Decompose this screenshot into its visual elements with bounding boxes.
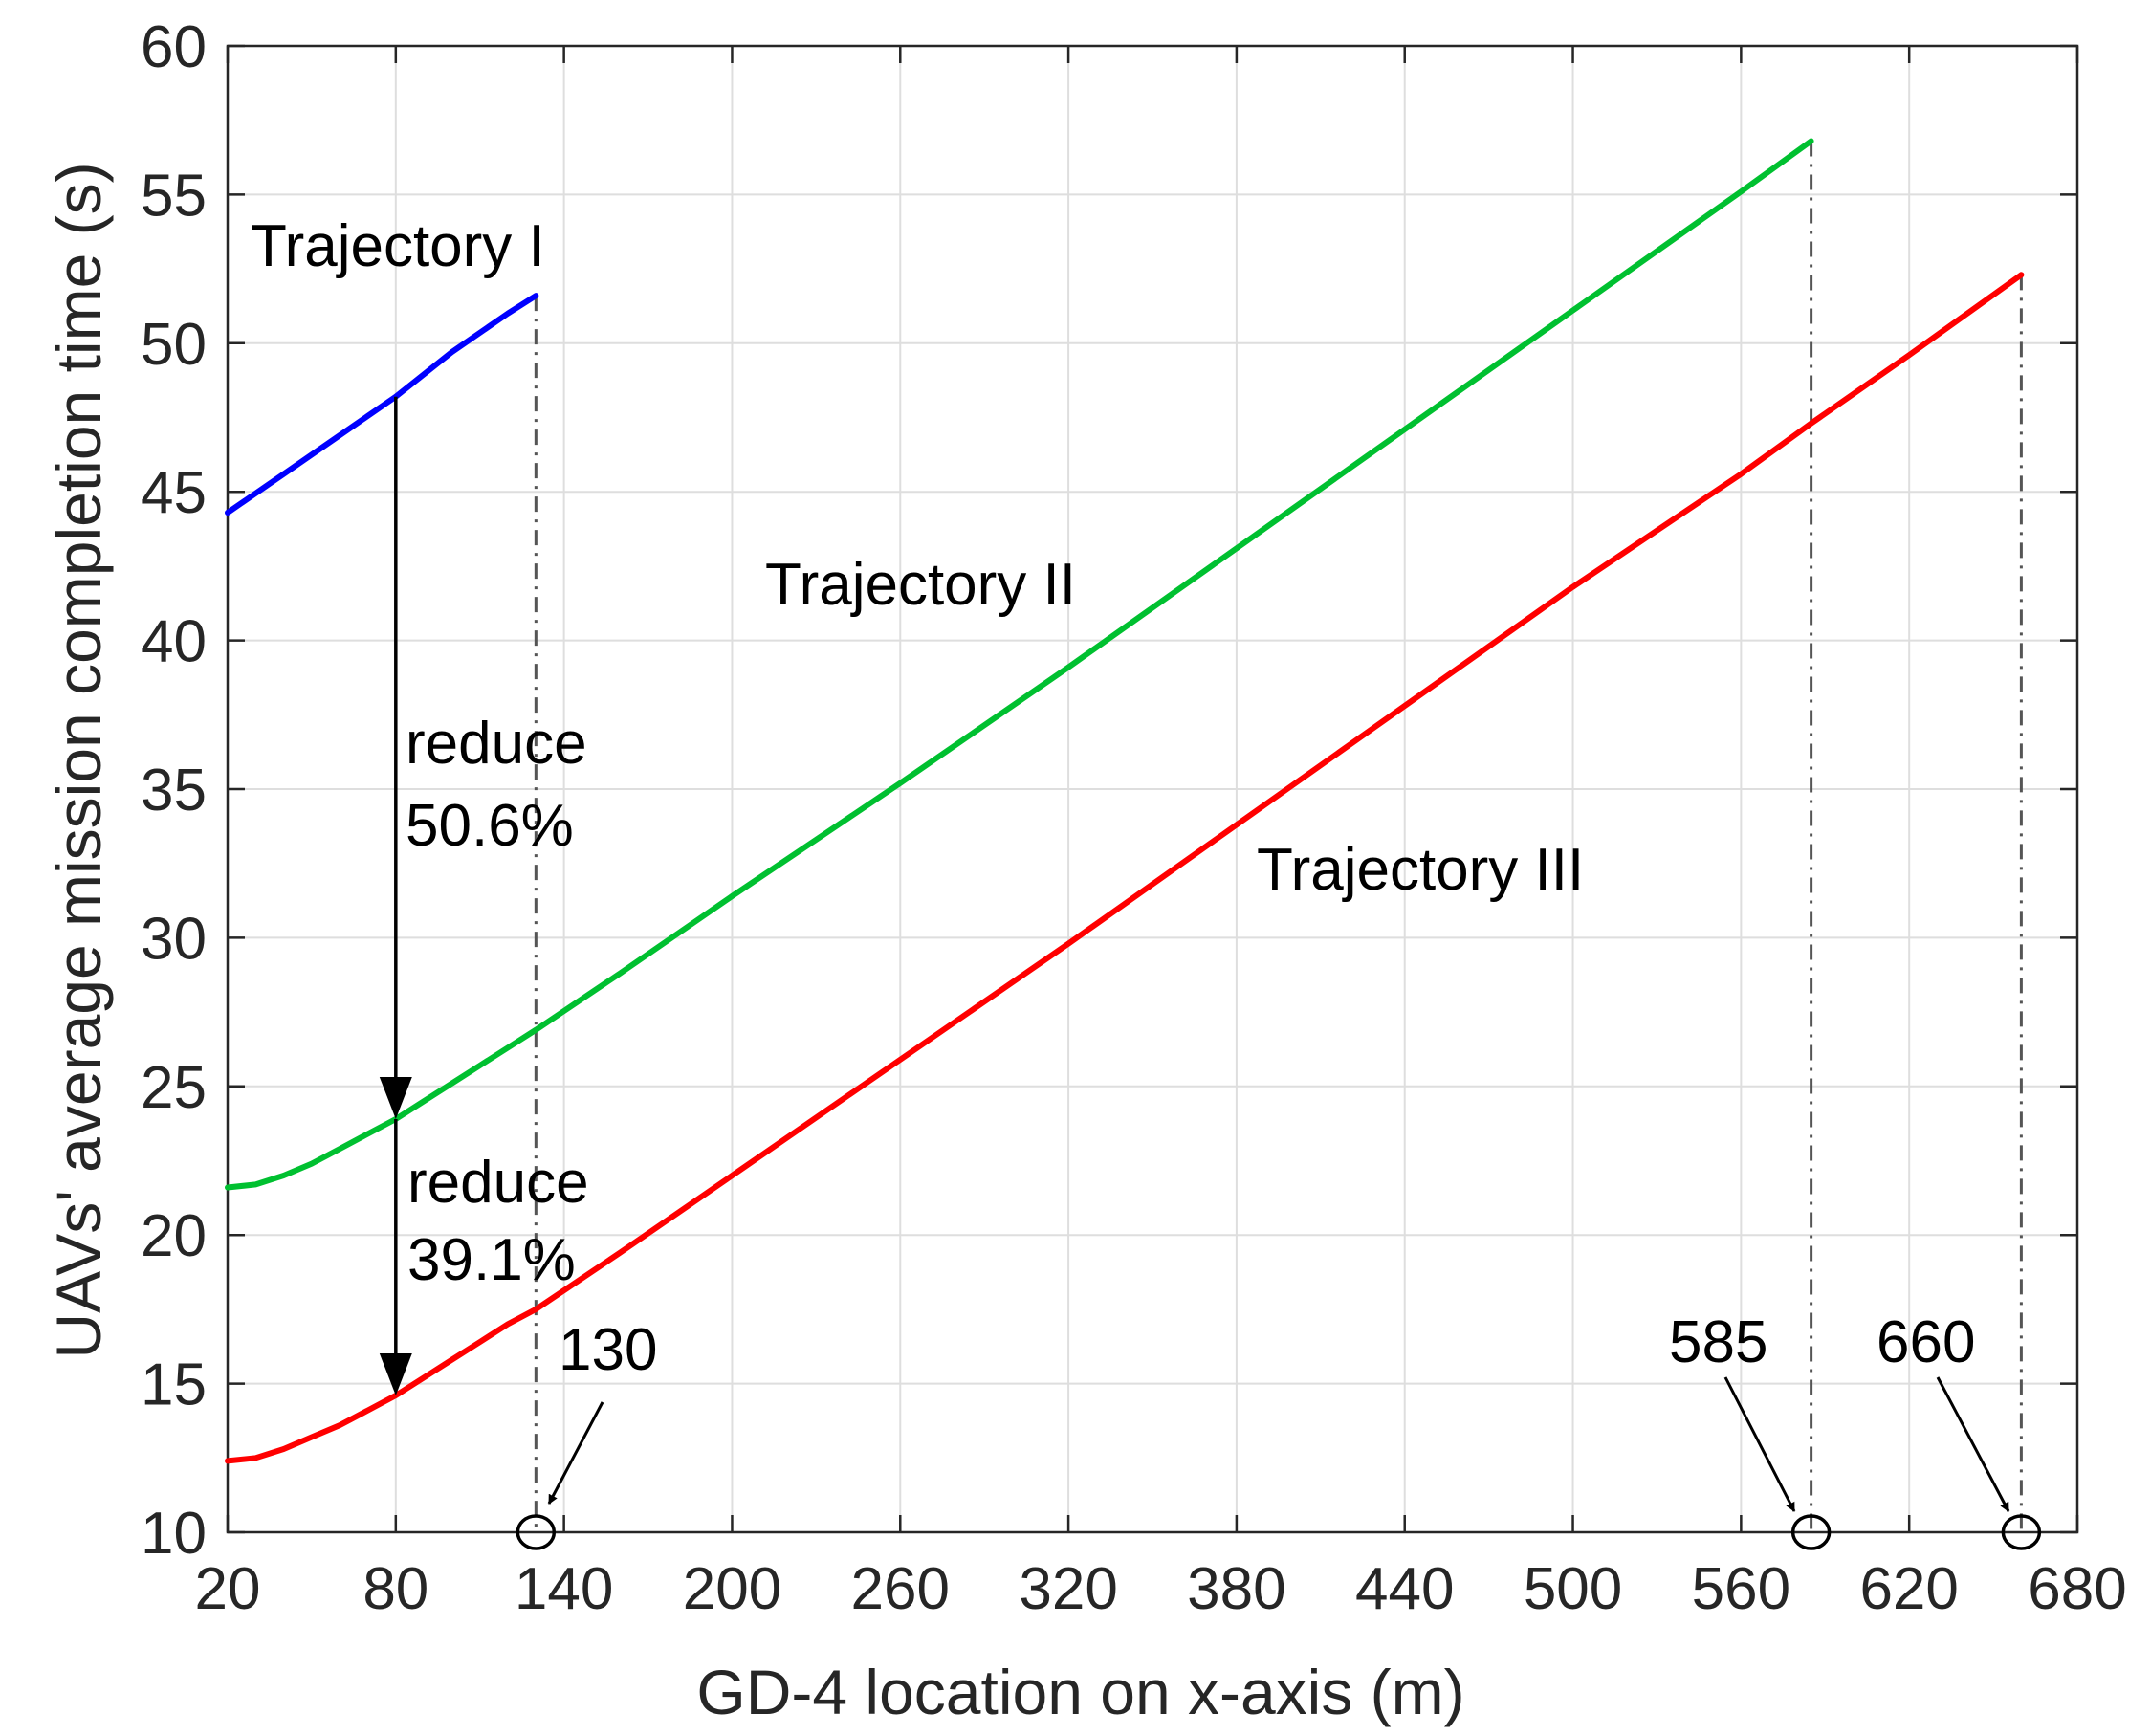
x-tick-label: 20 bbox=[195, 1556, 261, 1622]
trajectory-2-label: Trajectory II bbox=[765, 552, 1076, 618]
y-tick-label: 10 bbox=[141, 1501, 207, 1567]
y-tick-label: 25 bbox=[141, 1055, 207, 1121]
x-tick-label: 200 bbox=[683, 1556, 781, 1622]
circle-marker bbox=[1790, 1514, 1832, 1550]
x-tick-label: 380 bbox=[1187, 1556, 1285, 1622]
x-tick-label: 560 bbox=[1692, 1556, 1790, 1622]
reduction-arrowhead-2 bbox=[379, 1353, 412, 1396]
reduce-2-word: reduce bbox=[407, 1150, 589, 1216]
x-axis-label: GD-4 location on x-axis (m) bbox=[696, 1657, 1464, 1727]
markers-group bbox=[516, 1514, 2042, 1550]
pointer-arrow-585 bbox=[1723, 1376, 1796, 1512]
x-tick-label: 260 bbox=[851, 1556, 950, 1622]
series-group bbox=[225, 138, 2025, 1464]
axes bbox=[226, 44, 2079, 1534]
y-tick-label: 50 bbox=[141, 312, 207, 378]
y-tick-label: 55 bbox=[141, 163, 207, 229]
circle-marker bbox=[2001, 1514, 2042, 1550]
x-tick-label: 680 bbox=[2028, 1556, 2126, 1622]
reduce-1-word: reduce bbox=[406, 711, 587, 777]
pointer-arrow-660 bbox=[1936, 1376, 2010, 1512]
y-tick-label: 35 bbox=[141, 758, 207, 824]
guide-lines bbox=[534, 141, 2023, 1532]
marker-660-label: 660 bbox=[1877, 1309, 1975, 1375]
arrows-group bbox=[379, 396, 412, 1396]
y-tick-label: 60 bbox=[141, 14, 207, 80]
y-tick-label: 40 bbox=[141, 609, 207, 675]
marker-585-label: 585 bbox=[1669, 1309, 1767, 1375]
x-tick-label: 320 bbox=[1019, 1556, 1117, 1622]
x-tick-label: 80 bbox=[362, 1556, 428, 1622]
y-tick-label: 20 bbox=[141, 1203, 207, 1269]
trajectory-3-label: Trajectory III bbox=[1257, 837, 1584, 903]
y-axis-label: UAVs' average mission completion time (s… bbox=[43, 162, 114, 1358]
series-line-1 bbox=[225, 293, 539, 516]
trajectory-1-label: Trajectory I bbox=[251, 213, 545, 279]
marker-130-label: 130 bbox=[559, 1317, 657, 1383]
reduce-2-percent: 39.1% bbox=[407, 1227, 576, 1293]
reduce-1-percent: 50.6% bbox=[406, 793, 574, 859]
x-tick-label: 440 bbox=[1355, 1556, 1454, 1622]
x-tick-label: 620 bbox=[1859, 1556, 1958, 1622]
series-line-2 bbox=[225, 138, 1814, 1191]
reduction-arrowhead-1 bbox=[379, 1076, 412, 1119]
pointer-arrow-130 bbox=[547, 1401, 604, 1505]
series-line-3 bbox=[225, 272, 2025, 1464]
x-tick-label: 140 bbox=[515, 1556, 613, 1622]
x-tick-label: 500 bbox=[1524, 1556, 1622, 1622]
y-tick-label: 45 bbox=[141, 460, 207, 526]
y-tick-label: 30 bbox=[141, 906, 207, 972]
y-tick-label: 15 bbox=[141, 1352, 207, 1418]
tick-labels: 20 80 140 200 260 320 380 440 500 560 620 680 10 15 20… bbox=[141, 14, 2127, 1622]
circle-marker bbox=[516, 1514, 557, 1550]
